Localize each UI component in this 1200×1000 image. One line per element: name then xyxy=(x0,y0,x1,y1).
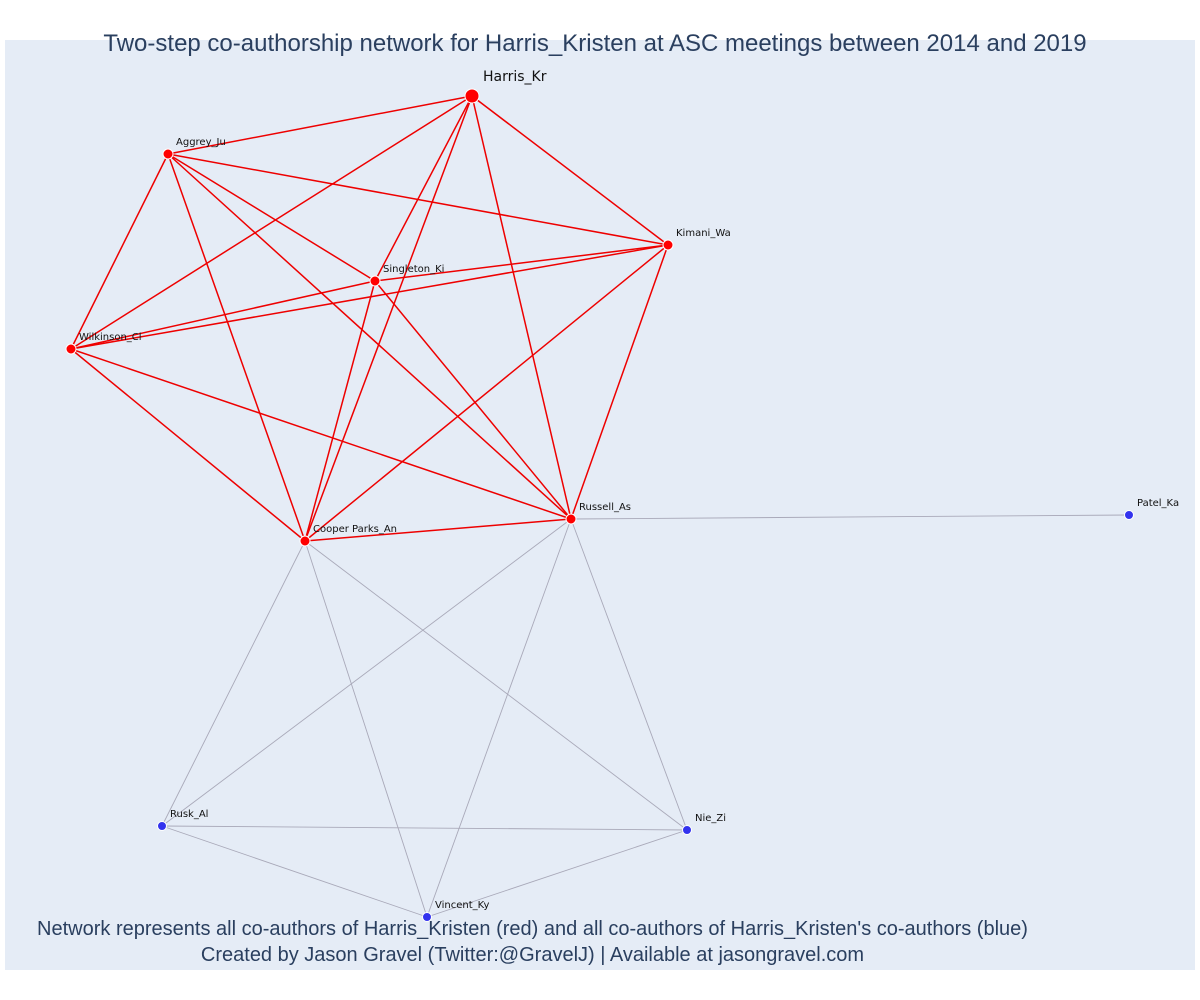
network-plot-area[interactable]: Harris_Kr Aggrey_Ju Kimani_Wa Singleton_Ki W… xyxy=(5,40,1195,970)
node-nie[interactable] xyxy=(682,825,692,835)
edge-russell-patel xyxy=(570,514,1130,520)
edge-singleton-cooper xyxy=(304,280,376,542)
edge-cooper-russell xyxy=(304,518,572,542)
node-kimani[interactable] xyxy=(662,239,674,251)
node-label-cooper: Cooper Parks_An xyxy=(313,524,397,535)
node-label-rusk: Rusk_Al xyxy=(170,809,208,820)
edge-kimani-singleton xyxy=(374,244,669,282)
node-vincent[interactable] xyxy=(422,912,432,922)
edge-aggrey-russell xyxy=(167,153,572,520)
edge-wilkinson-cooper xyxy=(70,348,306,542)
footer-credit: Created by Jason Gravel (Twitter:@Gravel… xyxy=(200,944,865,966)
edge-cooper-rusk xyxy=(161,540,306,827)
node-label-patel: Patel_Ka xyxy=(1137,498,1179,509)
edge-harris-kimani xyxy=(471,95,669,246)
node-layer xyxy=(65,88,1134,922)
edge-cooper-vincent xyxy=(304,540,428,918)
node-harris[interactable] xyxy=(464,88,480,104)
node-singleton[interactable] xyxy=(369,275,381,287)
edge-cooper-nie xyxy=(304,540,688,831)
node-label-russell: Russell_As xyxy=(579,502,631,513)
node-label-wilkinson: Wilkinson_Cl xyxy=(79,332,142,343)
edge-harris-singleton xyxy=(374,95,473,282)
node-label-kimani: Kimani_Wa xyxy=(676,228,731,239)
node-wilkinson[interactable] xyxy=(65,343,77,355)
node-label-harris: Harris_Kr xyxy=(483,69,547,85)
edge-wilkinson-russell xyxy=(70,348,572,520)
edge-vincent-nie xyxy=(426,829,688,918)
edge-aggrey-wilkinson xyxy=(70,153,169,350)
edge-aggrey-singleton xyxy=(167,153,376,282)
node-label-singleton: Singleton_Ki xyxy=(383,264,444,275)
node-label-nie: Nie_Zi xyxy=(695,813,726,824)
node-russell[interactable] xyxy=(565,513,577,525)
edge-aggrey-cooper xyxy=(167,153,306,542)
chart-title: Two-step co-authorship network for Harri… xyxy=(103,30,1087,57)
label-layer: Harris_Kr Aggrey_Ju Kimani_Wa Singleton_Ki W… xyxy=(79,69,1179,911)
edge-singleton-wilkinson xyxy=(70,280,376,350)
edge-harris-aggrey xyxy=(167,95,473,155)
edge-aggrey-kimani xyxy=(167,153,669,246)
edge-rusk-vincent xyxy=(161,825,428,918)
node-rusk[interactable] xyxy=(157,821,167,831)
edge-harris-wilkinson xyxy=(70,95,473,350)
edge-singleton-russell xyxy=(374,280,572,520)
node-aggrey[interactable] xyxy=(162,148,174,160)
network-graph[interactable]: Harris_Kr Aggrey_Ju Kimani_Wa Singleton_Ki W… xyxy=(5,40,1195,970)
node-patel[interactable] xyxy=(1124,510,1134,520)
edge-rusk-nie xyxy=(161,825,688,831)
node-label-aggrey: Aggrey_Ju xyxy=(176,137,226,148)
edge-harris-cooper xyxy=(304,95,473,542)
edge-harris-russell xyxy=(471,95,572,520)
footer-description: Network represents all co-authors of Har… xyxy=(37,918,1028,940)
edge-kimani-wilkinson xyxy=(70,244,669,350)
edge-russell-vincent xyxy=(426,518,572,918)
edge-kimani-russell xyxy=(570,244,669,520)
edge-layer xyxy=(70,95,1130,918)
edge-kimani-cooper xyxy=(304,244,669,542)
edge-russell-nie xyxy=(570,518,688,831)
edge-russell-rusk xyxy=(161,518,572,827)
node-cooper[interactable] xyxy=(299,535,311,547)
node-label-vincent: Vincent_Ky xyxy=(435,900,489,911)
